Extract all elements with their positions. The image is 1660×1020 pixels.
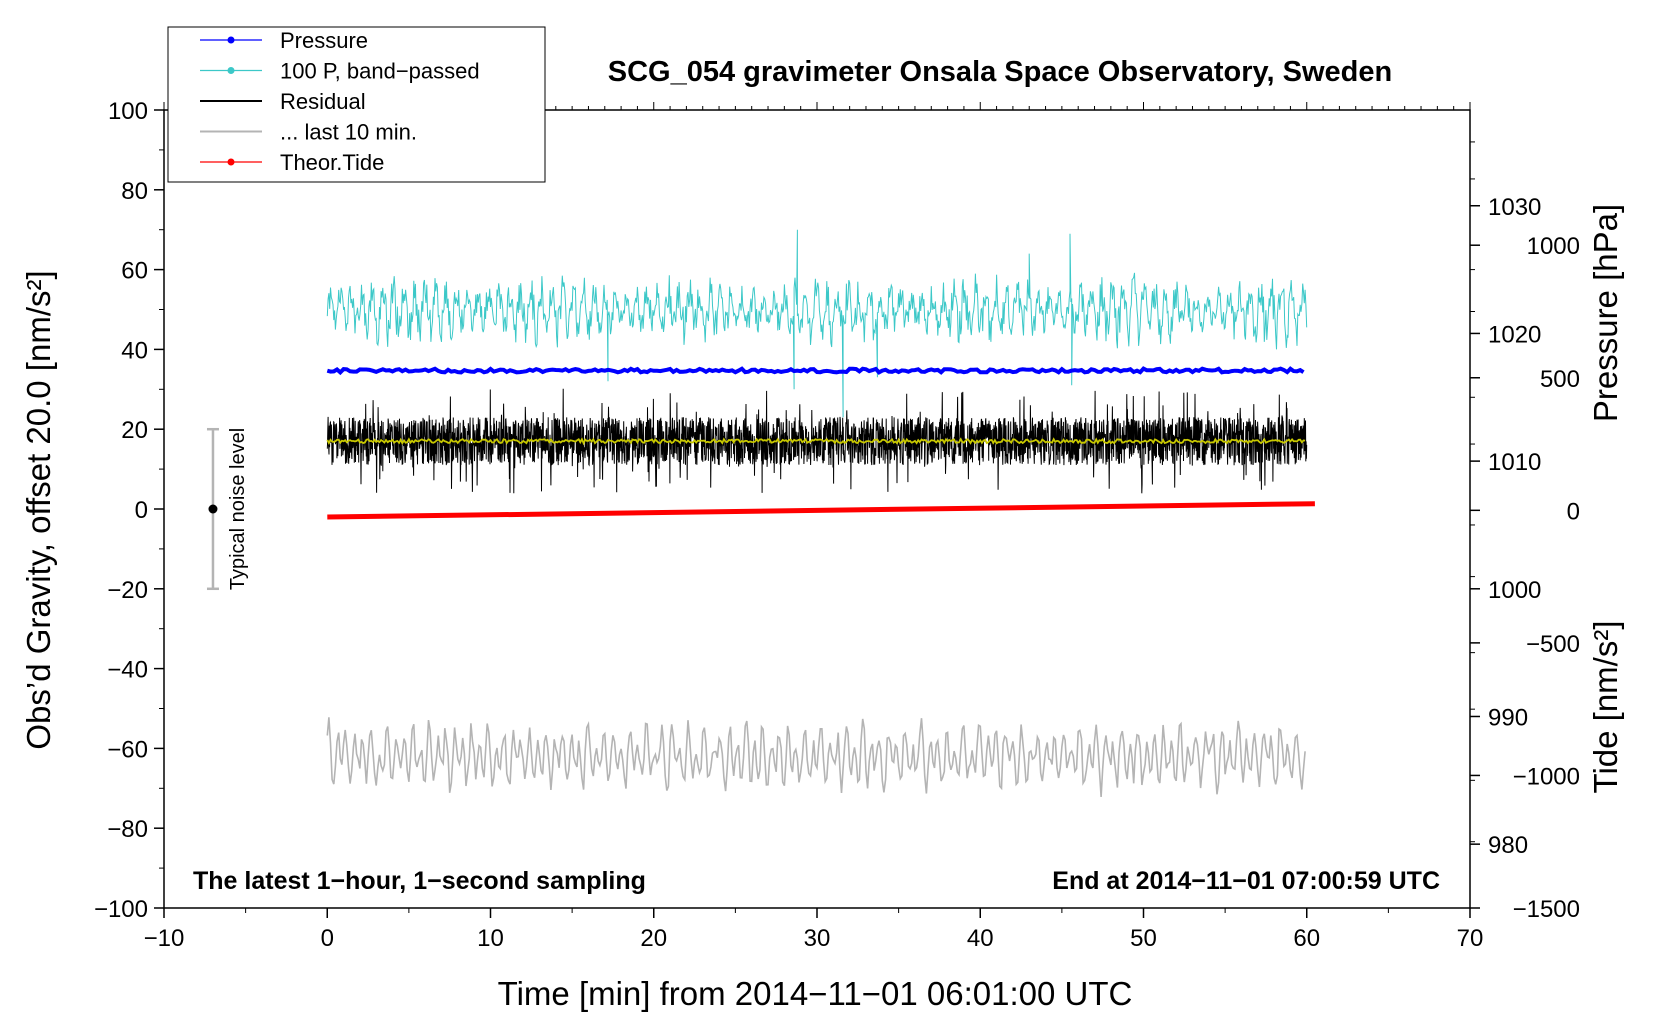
legend-box [167,26,546,183]
tide-tick-label: 1000 [1527,233,1580,260]
y-tick-label: −40 [107,657,148,684]
legend-label: Theor.Tide [280,150,384,175]
legend-marker [227,36,235,44]
x-tick-label: 60 [1293,925,1320,952]
legend-marker [227,158,235,166]
x-tick-label: 30 [804,925,831,952]
y-axis-title-pressure: Pressure [hPa] [1587,204,1624,422]
tide-tick-label: −1500 [1513,896,1580,923]
legend-label: 100 P, band−passed [280,59,480,84]
tide-tick-label: 0 [1567,498,1580,525]
tide-tick-label: 500 [1540,366,1580,393]
pressure-tick-label: 990 [1488,704,1528,731]
sampling-annotation: The latest 1−hour, 1−second sampling [193,867,646,895]
y-tick-label: 80 [121,178,148,205]
y-tick-label: 60 [121,258,148,285]
pressure-tick-label: 980 [1488,832,1528,859]
x-tick-label: 70 [1457,925,1484,952]
series-pressure-band-passed [326,229,1308,418]
y-tick-label: 40 [121,337,148,364]
series-residual-smoothed [326,437,1306,446]
legend-label: ... last 10 min. [280,120,417,145]
end-time-annotation: End at 2014−11−01 07:00:59 UTC [1052,867,1440,895]
x-axis-title: Time [min] from 2014−11−01 06:01:00 UTC [498,975,1133,1012]
pressure-tick-label: 1030 [1488,194,1541,221]
y-axis-title-tide: Tide [nm/s²] [1587,621,1624,794]
x-tick-label: 50 [1130,925,1157,952]
y-axis-title-gravity: Obs’d Gravity, offset 20.0 [nm/s²] [20,270,57,749]
x-tick-label: 0 [321,925,334,952]
legend-item: ... last 10 min. [200,120,417,145]
axes-layer: −10 0 10 20 30 40 50 60 70−100−80−60−40−20020406… [94,98,1580,952]
series-pressure [326,366,1305,376]
legend-label: Residual [280,89,366,114]
y-tick-label: −60 [107,736,148,763]
tide-tick-label: −500 [1526,631,1580,658]
legend-entries: Pressure 100 P, band−passed Residual ... la… [200,28,480,175]
legend-item: Residual [200,89,366,114]
pressure-tick-label: 1020 [1488,321,1541,348]
series-residual [326,388,1308,494]
series-theor-tide [327,501,1315,520]
x-tick-label: −10 [144,925,185,952]
y-tick-label: 100 [108,98,148,125]
y-tick-label: −80 [107,816,148,843]
x-tick-label: 10 [477,925,504,952]
series-layer [326,229,1315,798]
y-tick-label: 0 [135,497,148,524]
legend-item: 100 P, band−passed [200,59,480,84]
x-tick-label: 20 [640,925,667,952]
pressure-tick-label: 1010 [1488,449,1541,476]
y-tick-label: −20 [107,577,148,604]
legend-item: Pressure [200,28,368,53]
x-tick-label: 40 [967,925,994,952]
legend-label: Pressure [280,28,368,53]
y-tick-label: 20 [121,417,148,444]
legend-marker [227,67,235,74]
chart-title: SCG_054 gravimeter Onsala Space Observat… [608,56,1392,88]
series-last-10-min [326,717,1306,798]
legend-item: Theor.Tide [200,150,384,175]
noise-center-dot [208,504,218,514]
y-tick-label: −100 [94,896,148,923]
noise-label: Typical noise level [227,428,249,590]
tide-tick-label: −1000 [1513,763,1580,790]
legend: Pressure 100 P, band−passed Residual ... la… [167,26,546,183]
pressure-tick-label: 1000 [1488,577,1541,604]
noise-marker: Typical noise level [206,428,249,590]
